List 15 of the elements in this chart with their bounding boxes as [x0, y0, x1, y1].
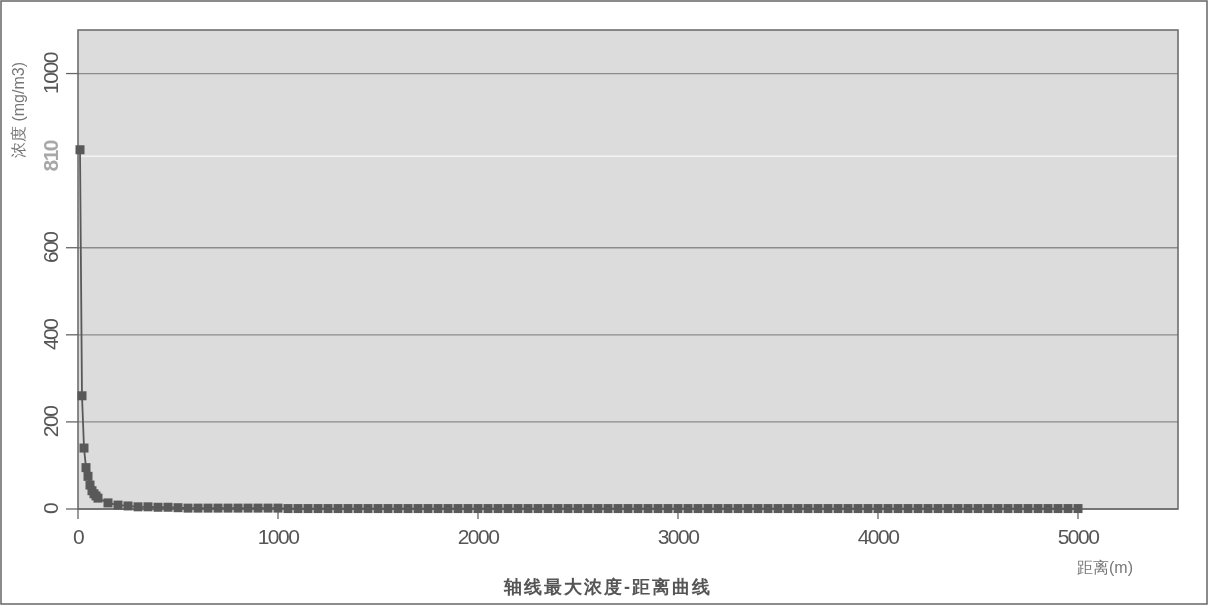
y-tick-label: 0 — [39, 503, 62, 515]
y-tick-label: 1000 — [39, 52, 62, 94]
ref-line-label: 810 — [39, 140, 62, 172]
x-axis-title: 距离(m) — [1077, 559, 1133, 576]
x-tick-label: 2000 — [457, 525, 500, 548]
x-tick-label: 5000 — [1057, 525, 1100, 548]
x-tick-label: 0 — [72, 525, 84, 548]
x-tick-label: 4000 — [857, 525, 900, 548]
x-tick-label: 3000 — [657, 525, 700, 548]
text: 轴线最大浓度-距离曲线 — [503, 577, 712, 597]
y-axis-title: 浓度 (mg/m3) — [10, 62, 27, 158]
x-tick-label: 1000 — [257, 525, 300, 548]
y-tick-label: 400 — [39, 318, 62, 351]
y-tick-label: 200 — [39, 405, 62, 438]
y-tick-label: 600 — [39, 231, 62, 263]
